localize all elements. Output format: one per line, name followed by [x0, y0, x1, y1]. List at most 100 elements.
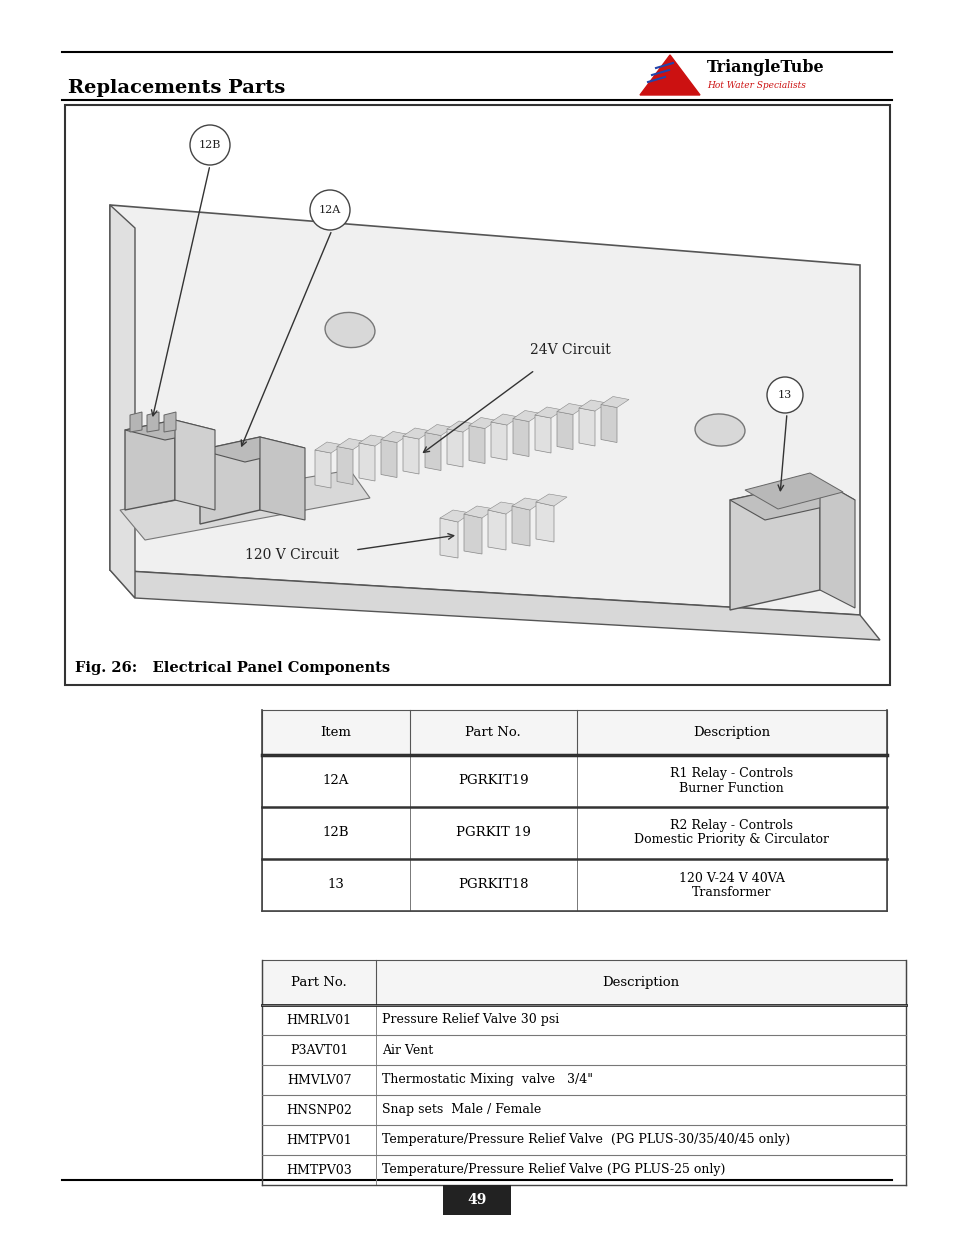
Polygon shape — [402, 429, 431, 438]
Polygon shape — [469, 426, 484, 463]
Ellipse shape — [695, 414, 744, 446]
Text: Snap sets  Male / Female: Snap sets Male / Female — [382, 1104, 541, 1116]
Polygon shape — [110, 571, 879, 640]
Bar — [262, 1125, 905, 1155]
Polygon shape — [200, 437, 305, 462]
Polygon shape — [578, 400, 606, 411]
Text: Fig. 26:   Electrical Panel Components: Fig. 26: Electrical Panel Components — [75, 661, 390, 676]
Polygon shape — [336, 438, 365, 450]
Text: 120 V-24 V 40VA: 120 V-24 V 40VA — [679, 872, 784, 884]
Polygon shape — [463, 514, 481, 555]
Polygon shape — [110, 205, 135, 598]
Polygon shape — [535, 415, 551, 453]
Text: 12A: 12A — [318, 205, 341, 215]
Bar — [262, 860, 886, 911]
Text: 13: 13 — [327, 878, 344, 892]
Polygon shape — [120, 471, 370, 540]
Polygon shape — [557, 411, 573, 450]
Bar — [262, 1065, 905, 1095]
Polygon shape — [469, 417, 497, 429]
Text: Air Vent: Air Vent — [382, 1044, 434, 1056]
Polygon shape — [358, 435, 387, 446]
Text: 49: 49 — [467, 1193, 486, 1207]
Text: Hot Water Specialists: Hot Water Specialists — [706, 82, 805, 90]
Polygon shape — [447, 429, 462, 467]
Text: Pressure Relief Valve 30 psi: Pressure Relief Valve 30 psi — [382, 1014, 559, 1026]
Polygon shape — [336, 447, 353, 484]
Circle shape — [190, 125, 230, 165]
Polygon shape — [513, 410, 540, 421]
Text: Part No.: Part No. — [465, 726, 520, 739]
Text: HNSNP02: HNSNP02 — [286, 1104, 352, 1116]
Text: PGRKIT19: PGRKIT19 — [457, 774, 528, 788]
Text: Part No.: Part No. — [291, 976, 347, 989]
Polygon shape — [491, 422, 506, 459]
Text: Transformer: Transformer — [691, 885, 771, 899]
Text: TriangleTube: TriangleTube — [706, 59, 823, 77]
Polygon shape — [513, 419, 529, 457]
Polygon shape — [125, 420, 214, 440]
Polygon shape — [463, 506, 495, 517]
Bar — [262, 1035, 905, 1065]
Text: Replacements Parts: Replacements Parts — [68, 79, 285, 98]
Text: 24V Circuit: 24V Circuit — [530, 343, 610, 357]
Polygon shape — [314, 442, 343, 453]
Text: P3AVT01: P3AVT01 — [290, 1044, 348, 1056]
Circle shape — [310, 190, 350, 230]
Bar — [262, 1095, 905, 1125]
Text: PGRKIT18: PGRKIT18 — [457, 878, 528, 892]
Polygon shape — [380, 440, 396, 478]
Polygon shape — [512, 498, 542, 510]
Polygon shape — [488, 510, 505, 550]
Bar — [262, 1155, 905, 1186]
Bar — [262, 755, 886, 806]
Polygon shape — [439, 517, 457, 558]
Polygon shape — [147, 412, 159, 432]
Text: 12B: 12B — [322, 826, 349, 840]
Text: 12B: 12B — [198, 140, 221, 149]
Text: Burner Function: Burner Function — [679, 782, 783, 794]
Polygon shape — [358, 443, 375, 480]
Polygon shape — [260, 437, 305, 520]
Polygon shape — [314, 450, 331, 488]
Polygon shape — [536, 501, 554, 542]
Polygon shape — [535, 408, 562, 417]
Text: Description: Description — [602, 976, 679, 989]
Text: HMTPV03: HMTPV03 — [286, 1163, 352, 1177]
Text: 12A: 12A — [322, 774, 349, 788]
Polygon shape — [578, 408, 595, 446]
Polygon shape — [729, 480, 820, 610]
Bar — [262, 960, 905, 1005]
Circle shape — [766, 377, 802, 412]
Text: Description: Description — [693, 726, 770, 739]
Polygon shape — [110, 205, 859, 615]
Polygon shape — [164, 412, 175, 432]
Polygon shape — [488, 501, 518, 514]
Text: Temperature/Pressure Relief Valve (PG PLUS-25 only): Temperature/Pressure Relief Valve (PG PL… — [382, 1163, 725, 1177]
Text: R1 Relay - Controls: R1 Relay - Controls — [670, 767, 793, 781]
Polygon shape — [639, 56, 700, 95]
Text: HMTPV01: HMTPV01 — [286, 1134, 352, 1146]
Polygon shape — [557, 404, 584, 415]
Polygon shape — [200, 437, 260, 524]
Polygon shape — [820, 480, 854, 608]
Bar — [262, 710, 886, 755]
Polygon shape — [491, 414, 518, 425]
Text: PGRKIT 19: PGRKIT 19 — [456, 826, 530, 840]
Polygon shape — [380, 431, 409, 442]
Polygon shape — [512, 506, 530, 546]
Polygon shape — [174, 420, 214, 510]
Bar — [262, 1005, 905, 1035]
Text: HMRLV01: HMRLV01 — [287, 1014, 352, 1026]
Bar — [65, 105, 889, 685]
Text: Temperature/Pressure Relief Valve  (PG PLUS-30/35/40/45 only): Temperature/Pressure Relief Valve (PG PL… — [382, 1134, 790, 1146]
Text: Item: Item — [320, 726, 351, 739]
Bar — [442, 1186, 511, 1215]
Polygon shape — [600, 405, 617, 442]
Polygon shape — [439, 510, 471, 522]
Polygon shape — [424, 425, 453, 436]
Polygon shape — [600, 396, 628, 408]
Polygon shape — [402, 436, 418, 474]
Text: HMVLV07: HMVLV07 — [287, 1073, 351, 1087]
Polygon shape — [536, 494, 566, 506]
